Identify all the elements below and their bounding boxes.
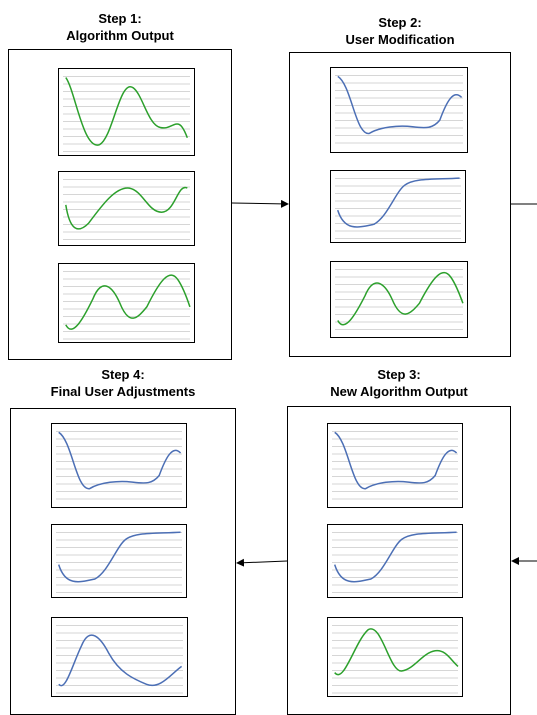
plot-canvas: [328, 525, 462, 597]
plot-canvas: [328, 618, 462, 696]
step1-title-line1: Step 1:: [8, 10, 232, 27]
green-curve: [335, 629, 458, 675]
step2-plot-3: [330, 261, 468, 338]
step2-panel: [289, 52, 511, 357]
step4-title-line1: Step 4:: [10, 366, 236, 383]
step4-plot-2: [51, 524, 187, 598]
plot-canvas: [328, 424, 462, 507]
step1-plot-3: [58, 263, 195, 343]
step2-title: Step 2: User Modification: [289, 14, 511, 48]
step3-plot-1: [327, 423, 463, 508]
blue-curve: [335, 432, 457, 488]
plot-canvas: [331, 262, 467, 337]
plot-canvas: [59, 264, 194, 342]
step1-title: Step 1: Algorithm Output: [8, 10, 232, 44]
step4-plot-1: [51, 423, 187, 508]
blue-curve: [338, 76, 462, 133]
step3-plot-3: [327, 617, 463, 697]
step3-panel: [287, 406, 511, 715]
step4-plot-3: [51, 617, 188, 697]
step3-title-line1: Step 3:: [287, 366, 511, 383]
green-curve: [66, 275, 190, 329]
plot-canvas: [52, 424, 186, 507]
plot-canvas: [331, 68, 467, 152]
step2-title-line1: Step 2:: [289, 14, 511, 31]
step1-plot-1: [58, 68, 195, 156]
step1-title-line2: Algorithm Output: [8, 27, 232, 44]
step4-title-line2: Final User Adjustments: [10, 383, 236, 400]
plot-canvas: [52, 525, 186, 597]
green-curve: [66, 187, 188, 228]
step4-title: Step 4: Final User Adjustments: [10, 366, 236, 400]
step2-plot-1: [330, 67, 468, 153]
plot-canvas: [59, 69, 194, 155]
step2-plot-2: [330, 170, 466, 243]
arrow-step3-to-step4: [237, 561, 287, 563]
plot-canvas: [331, 171, 465, 242]
blue-curve: [338, 178, 460, 227]
blue-curve: [59, 432, 181, 488]
step3-plot-2: [327, 524, 463, 598]
step1-panel: [8, 49, 232, 360]
step2-title-line2: User Modification: [289, 31, 511, 48]
step4-panel: [10, 408, 236, 715]
step1-plot-2: [58, 171, 195, 246]
step3-title: Step 3: New Algorithm Output: [287, 366, 511, 400]
arrow-step1-to-step2: [232, 203, 288, 204]
plot-canvas: [59, 172, 194, 245]
green-curve: [66, 78, 188, 146]
green-curve: [338, 273, 463, 325]
plot-canvas: [52, 618, 187, 696]
step3-title-line2: New Algorithm Output: [287, 383, 511, 400]
